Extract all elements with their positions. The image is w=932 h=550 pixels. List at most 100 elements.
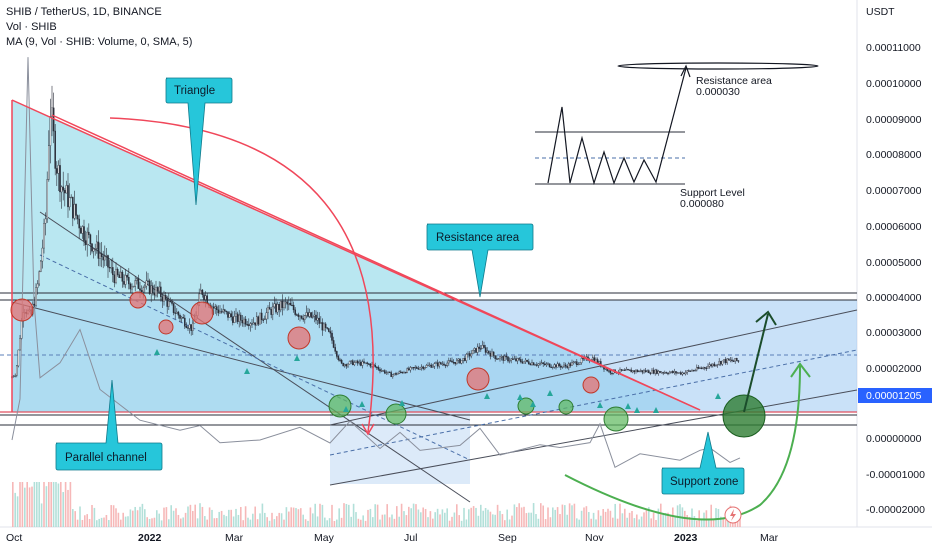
candle bbox=[627, 368, 629, 371]
candle bbox=[345, 363, 348, 369]
candle bbox=[118, 271, 120, 278]
candle bbox=[264, 315, 266, 321]
candle bbox=[235, 308, 237, 323]
price-tick-label: -0.00002000 bbox=[866, 504, 925, 516]
price-tick-label: 0.00005000 bbox=[866, 257, 922, 269]
candle bbox=[540, 359, 543, 365]
candle bbox=[505, 352, 508, 360]
time-tick-label: Oct bbox=[6, 532, 22, 544]
candle bbox=[524, 358, 527, 364]
triangle-callout[interactable]: Triangle bbox=[165, 77, 233, 206]
candle bbox=[324, 322, 327, 332]
candle bbox=[312, 311, 314, 319]
parallel-channel-callout[interactable]: Parallel channel bbox=[55, 379, 163, 471]
signal-triangle bbox=[530, 401, 536, 407]
signal-triangle bbox=[154, 349, 160, 355]
candle bbox=[217, 305, 220, 317]
candle bbox=[175, 308, 178, 314]
candle bbox=[54, 123, 56, 176]
candle bbox=[721, 360, 724, 366]
candle bbox=[393, 373, 396, 376]
candle bbox=[723, 359, 725, 364]
candle bbox=[129, 282, 132, 294]
candle bbox=[564, 362, 567, 369]
candle bbox=[190, 324, 193, 336]
triangle-callout-text: Triangle bbox=[174, 85, 215, 97]
candle bbox=[651, 367, 653, 374]
candle bbox=[465, 352, 468, 364]
ascending-channel-upper[interactable] bbox=[329, 309, 858, 426]
candle bbox=[145, 271, 148, 290]
candle bbox=[462, 358, 465, 364]
candle bbox=[422, 365, 425, 371]
candle bbox=[574, 361, 576, 365]
candle bbox=[135, 277, 138, 285]
candle bbox=[667, 372, 669, 376]
price-tick-label: -0.00001000 bbox=[866, 469, 925, 481]
candle bbox=[537, 363, 540, 368]
candle bbox=[435, 361, 437, 364]
candle bbox=[107, 254, 109, 278]
candle bbox=[532, 362, 535, 366]
candle bbox=[499, 355, 501, 362]
candle bbox=[664, 370, 666, 374]
candle bbox=[504, 354, 506, 361]
candle bbox=[636, 369, 639, 373]
candle bbox=[374, 362, 377, 369]
candle bbox=[699, 366, 701, 370]
support-zone-callout[interactable]: Support zone bbox=[661, 431, 745, 495]
candle bbox=[729, 356, 732, 363]
ma-indicator-label[interactable]: MA (9, Vol · SHIB: Volume, 0, SMA, 5) bbox=[6, 36, 193, 48]
candle bbox=[652, 367, 655, 375]
candle bbox=[267, 305, 269, 320]
ascending-channel-lower[interactable] bbox=[329, 389, 858, 486]
time-tick-label: Mar bbox=[225, 532, 244, 544]
symbol-title[interactable]: SHIB / TetherUS, 1D, BINANCE bbox=[6, 6, 162, 18]
candle bbox=[412, 367, 415, 371]
candle bbox=[214, 303, 217, 314]
candle bbox=[71, 196, 74, 227]
signal-triangle bbox=[484, 393, 490, 399]
candle bbox=[41, 239, 44, 269]
volume-indicator-label[interactable]: Vol · SHIB bbox=[6, 21, 57, 33]
candle bbox=[292, 301, 295, 313]
candle bbox=[220, 308, 223, 314]
inset-support-value: 0.000080 bbox=[680, 198, 724, 210]
candle bbox=[79, 225, 82, 234]
candle bbox=[382, 369, 385, 372]
candle bbox=[673, 368, 676, 375]
channel-lower-line[interactable] bbox=[11, 301, 471, 421]
candle bbox=[419, 367, 421, 371]
candle bbox=[143, 283, 146, 294]
candle bbox=[705, 366, 708, 371]
triangle-upper-edge[interactable] bbox=[51, 114, 701, 411]
candle bbox=[14, 373, 17, 378]
candle bbox=[624, 368, 626, 371]
candle bbox=[449, 357, 452, 362]
candle bbox=[288, 296, 290, 311]
last-price-badge[interactable] bbox=[858, 388, 932, 403]
resistance-area-callout[interactable]: Resistance area bbox=[426, 223, 534, 298]
candle bbox=[515, 355, 517, 362]
candle bbox=[76, 214, 79, 225]
channel-upper-line[interactable] bbox=[39, 211, 471, 503]
candle bbox=[366, 361, 369, 367]
candle bbox=[123, 274, 125, 288]
candle bbox=[512, 356, 514, 360]
candle bbox=[547, 362, 549, 366]
candle bbox=[707, 363, 709, 369]
candle bbox=[497, 358, 500, 360]
candle bbox=[691, 368, 693, 372]
lightning-icon[interactable] bbox=[724, 506, 742, 524]
candle bbox=[167, 293, 170, 311]
price-axis[interactable]: 0.00011000 0.00010000 0.00009000 0.00008000… bbox=[866, 42, 925, 516]
candle bbox=[223, 308, 226, 315]
candle bbox=[403, 370, 405, 374]
candle bbox=[609, 369, 612, 375]
time-axis[interactable]: Oct 2022 Mar May Jul Sep Nov 2023 Mar bbox=[6, 532, 779, 544]
candle bbox=[368, 362, 370, 365]
candle bbox=[60, 185, 63, 209]
candle bbox=[385, 370, 388, 375]
candle bbox=[379, 367, 381, 374]
